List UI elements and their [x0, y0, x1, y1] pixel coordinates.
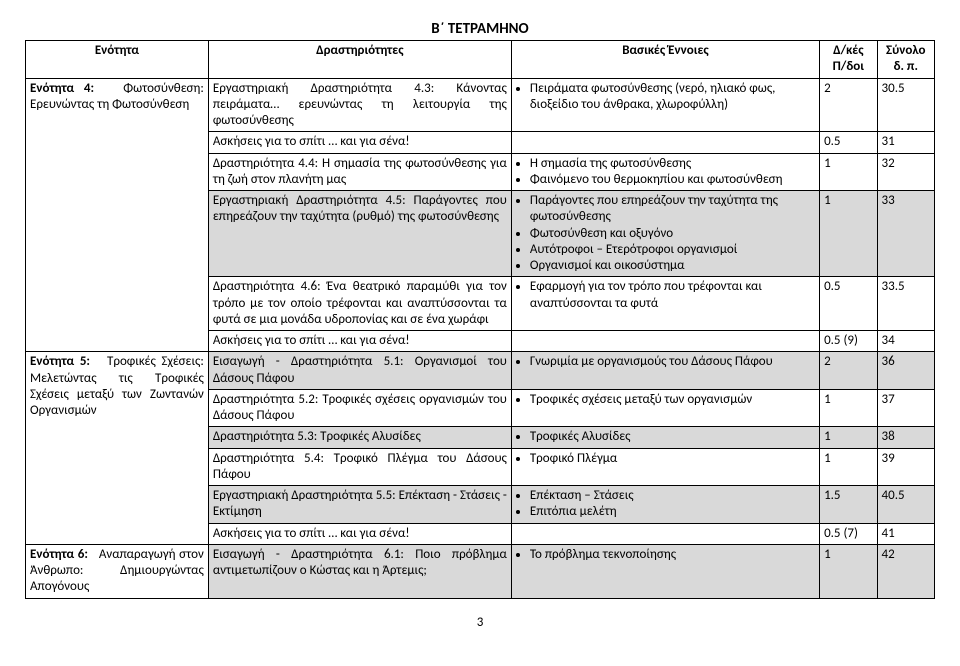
concept-item: Φαινόμενο του θερμοκηπίου και φωτοσύνθεσ…: [530, 172, 815, 188]
activity-cell: Δραστηριότητα 4.6: Ένα θεατρικό παραμύθι…: [208, 277, 511, 331]
header-concepts: Βασικές Έννοιες: [511, 41, 819, 79]
concept-item: Το πρόβλημα τεκνοποίησης: [530, 547, 815, 563]
header-sum: Σύνολοδ. π.: [877, 41, 934, 79]
unit-cell: Ενότητα 6: Αναπαραγωγή στον Άνθρωπο: Δημ…: [26, 544, 209, 598]
concept-item: Παράγοντες που επηρεάζουν την ταχύτητα τ…: [530, 193, 815, 226]
sum-cell: 40.5: [877, 486, 934, 524]
concept-item: Επέκταση – Στάσεις: [530, 488, 815, 504]
concept-item: Πειράματα φωτοσύνθεσης (νερό, ηλιακό φως…: [530, 81, 815, 114]
header-dk: Δ/κέςΠ/δοι: [820, 41, 877, 79]
activity-cell: Ασκήσεις για το σπίτι … και για σένα!: [208, 331, 511, 352]
activity-cell: Εργαστηριακή Δραστηριότητα 5.5: Επέκταση…: [208, 486, 511, 524]
unit-cell: Ενότητα 5: Τροφικές Σχέσεις: Μελετώντας …: [26, 352, 209, 545]
table-row: Ενότητα 6: Αναπαραγωγή στον Άνθρωπο: Δημ…: [26, 544, 935, 598]
sum-cell: 42: [877, 544, 934, 598]
concepts-cell: [511, 132, 819, 153]
concept-item: Η σημασία της φωτοσύνθεσης: [530, 156, 815, 172]
dk-cell: 1: [820, 427, 877, 448]
sum-cell: 36: [877, 352, 934, 390]
activity-cell: Δραστηριότητα 5.4: Τροφικό Πλέγμα του Δά…: [208, 448, 511, 486]
dk-cell: 1: [820, 448, 877, 486]
concept-item: Εφαρμογή για τον τρόπο που τρέφονται και…: [530, 279, 815, 312]
concepts-cell: [511, 523, 819, 544]
concept-item: Επιτόπια μελέτη: [530, 504, 815, 520]
activity-cell: Δραστηριότητα 5.3: Τροφικές Αλυσίδες: [208, 427, 511, 448]
table-row: Ενότητα 4: Φωτοσύνθεση: Ερευνώντας τη Φω…: [26, 78, 935, 132]
page-number: 3: [25, 615, 935, 630]
table-row: Ενότητα 5: Τροφικές Σχέσεις: Μελετώντας …: [26, 352, 935, 390]
concept-item: Τροφικό Πλέγμα: [530, 451, 815, 467]
concept-item: Αυτότροφοι – Ετερότροφοι οργανισμοί: [530, 242, 815, 258]
dk-cell: 0.5: [820, 277, 877, 331]
table-header-row: Ενότητα Δραστηριότητες Βασικές Έννοιες Δ…: [26, 41, 935, 79]
activity-cell: Εργαστηριακή Δραστηριότητα 4.5: Παράγοντ…: [208, 191, 511, 277]
sum-cell: 33.5: [877, 277, 934, 331]
activity-cell: Εισαγωγή - Δραστηριότητα 6.1: Ποιο πρόβλ…: [208, 544, 511, 598]
sum-cell: 30.5: [877, 78, 934, 132]
sum-cell: 41: [877, 523, 934, 544]
concepts-cell: Εφαρμογή για τον τρόπο που τρέφονται και…: [511, 277, 819, 331]
concepts-cell: [511, 331, 819, 352]
dk-cell: 1: [820, 544, 877, 598]
header-activities: Δραστηριότητες: [208, 41, 511, 79]
activity-cell: Δραστηριότητα 5.2: Τροφικές σχέσεις οργα…: [208, 389, 511, 427]
unit-label: Ενότητα 5:: [30, 354, 90, 369]
dk-cell: 0.5: [820, 132, 877, 153]
dk-cell: 0.5 (7): [820, 523, 877, 544]
activity-cell: Ασκήσεις για το σπίτι … και για σένα!: [208, 523, 511, 544]
concept-item: Τροφικές σχέσεις μεταξύ των οργανισμών: [530, 392, 815, 408]
concepts-cell: Παράγοντες που επηρεάζουν την ταχύτητα τ…: [511, 191, 819, 277]
unit-label: Ενότητα 6:: [30, 547, 88, 562]
sum-cell: 37: [877, 389, 934, 427]
concepts-cell: Η σημασία της φωτοσύνθεσηςΦαινόμενο του …: [511, 153, 819, 191]
concepts-cell: Το πρόβλημα τεκνοποίησης: [511, 544, 819, 598]
concept-item: Γνωριμία με οργανισμούς του Δάσους Πάφου: [530, 354, 815, 370]
concepts-cell: Τροφικό Πλέγμα: [511, 448, 819, 486]
dk-cell: 1.5: [820, 486, 877, 524]
activity-cell: Δραστηριότητα 4.4: Η σημασία της φωτοσύν…: [208, 153, 511, 191]
unit-label: Ενότητα 4:: [30, 81, 94, 96]
sum-cell: 34: [877, 331, 934, 352]
dk-cell: 0.5 (9): [820, 331, 877, 352]
header-unit: Ενότητα: [26, 41, 209, 79]
concept-item: Φωτοσύνθεση και οξυγόνο: [530, 226, 815, 242]
activity-cell: Ασκήσεις για το σπίτι … και για σένα!: [208, 132, 511, 153]
activity-cell: Εργαστηριακή Δραστηριότητα 4.3: Κάνοντας…: [208, 78, 511, 132]
activity-cell: Εισαγωγή - Δραστηριότητα 5.1: Οργανισμοί…: [208, 352, 511, 390]
dk-cell: 1: [820, 191, 877, 277]
concepts-cell: Πειράματα φωτοσύνθεσης (νερό, ηλιακό φως…: [511, 78, 819, 132]
dk-cell: 2: [820, 78, 877, 132]
concepts-cell: Γνωριμία με οργανισμούς του Δάσους Πάφου: [511, 352, 819, 390]
dk-cell: 2: [820, 352, 877, 390]
sum-cell: 32: [877, 153, 934, 191]
sum-cell: 38: [877, 427, 934, 448]
concepts-cell: Επέκταση – ΣτάσειςΕπιτόπια μελέτη: [511, 486, 819, 524]
dk-cell: 1: [820, 153, 877, 191]
sum-cell: 31: [877, 132, 934, 153]
sum-cell: 39: [877, 448, 934, 486]
concepts-cell: Τροφικές σχέσεις μεταξύ των οργανισμών: [511, 389, 819, 427]
semester-title: Β΄ ΤΕΤΡΑΜΗΝΟ: [25, 20, 935, 38]
sum-cell: 33: [877, 191, 934, 277]
concept-item: Οργανισμοί και οικοσύστημα: [530, 258, 815, 274]
concept-item: Τροφικές Αλυσίδες: [530, 429, 815, 445]
concepts-cell: Τροφικές Αλυσίδες: [511, 427, 819, 448]
dk-cell: 1: [820, 389, 877, 427]
unit-cell: Ενότητα 4: Φωτοσύνθεση: Ερευνώντας τη Φω…: [26, 78, 209, 352]
curriculum-table: Ενότητα Δραστηριότητες Βασικές Έννοιες Δ…: [25, 40, 935, 599]
